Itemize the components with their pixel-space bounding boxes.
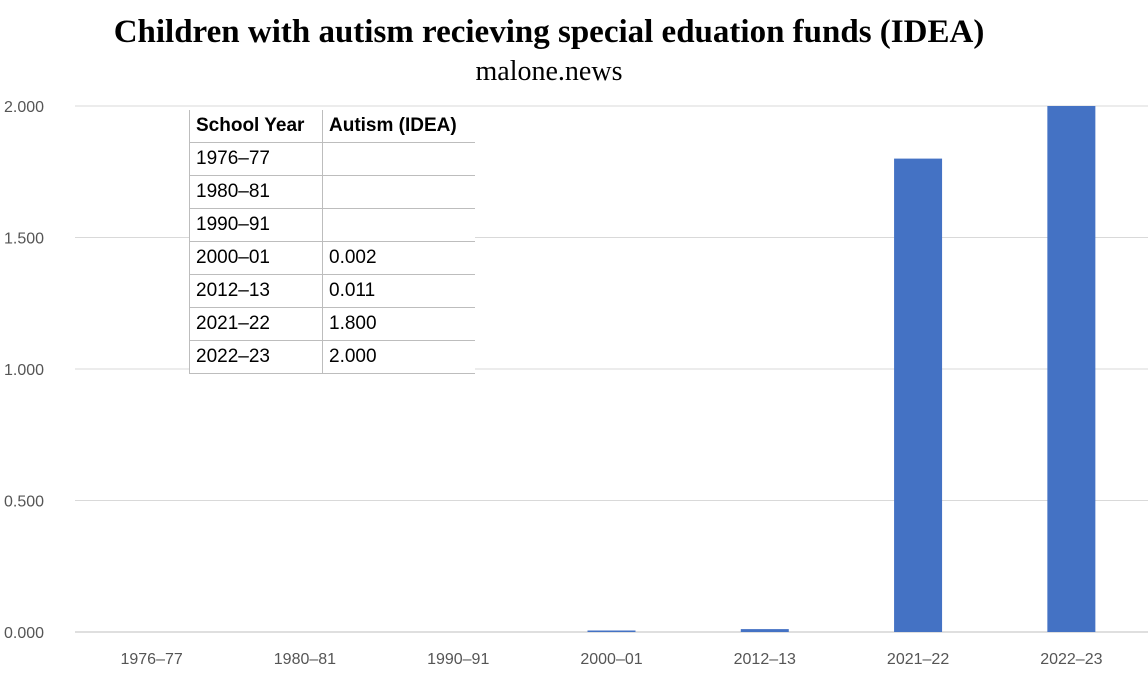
table-cell-year: 2021–22 bbox=[189, 307, 323, 341]
table-row: 1990–91 bbox=[189, 208, 475, 242]
y-tick-label: 2.000 bbox=[4, 99, 44, 116]
x-tick-label: 2012–13 bbox=[734, 651, 796, 668]
table-cell-value bbox=[322, 208, 475, 242]
x-tick-label: 1980–81 bbox=[274, 651, 336, 668]
x-tick-label: 1990–91 bbox=[427, 651, 489, 668]
bar bbox=[740, 629, 789, 632]
table-cell-value: 1.800 bbox=[322, 307, 475, 341]
table-row: 2021–22 1.800 bbox=[189, 307, 475, 341]
table-row: 2000–01 0.002 bbox=[189, 241, 475, 275]
data-table: School Year Autism (IDEA) 1976–77 1980–8… bbox=[189, 110, 475, 374]
table-cell-value: 0.011 bbox=[322, 274, 475, 308]
table-cell-value bbox=[322, 142, 475, 176]
table-cell-value: 2.000 bbox=[322, 340, 475, 374]
table-cell-year: 2022–23 bbox=[189, 340, 323, 374]
table-header-autism: Autism (IDEA) bbox=[322, 110, 475, 143]
table-header-school-year: School Year bbox=[189, 110, 323, 143]
y-tick-label: 0.500 bbox=[4, 494, 44, 511]
table-header-row: School Year Autism (IDEA) bbox=[189, 110, 475, 143]
y-tick-label: 1.000 bbox=[4, 362, 44, 379]
table-cell-year: 2012–13 bbox=[189, 274, 323, 308]
table-cell-value: 0.002 bbox=[322, 241, 475, 275]
bar bbox=[587, 630, 636, 632]
table-cell-year: 2000–01 bbox=[189, 241, 323, 275]
x-tick-label: 2000–01 bbox=[580, 651, 642, 668]
table-cell-year: 1980–81 bbox=[189, 175, 323, 209]
table-cell-value bbox=[322, 175, 475, 209]
bar bbox=[894, 158, 943, 632]
table-cell-year: 1990–91 bbox=[189, 208, 323, 242]
chart-title: Children with autism recieving special e… bbox=[113, 14, 985, 50]
x-tick-label: 2022–23 bbox=[1040, 651, 1102, 668]
bar bbox=[1047, 106, 1096, 632]
x-tick-label: 2021–22 bbox=[887, 651, 949, 668]
table-row: 1976–77 bbox=[189, 142, 475, 176]
table-cell-year: 1976–77 bbox=[189, 142, 323, 176]
table-row: 2022–23 2.000 bbox=[189, 340, 475, 374]
chart-subtitle: malone.news bbox=[475, 56, 623, 87]
table-row: 1980–81 bbox=[189, 175, 475, 209]
y-tick-label: 1.500 bbox=[4, 231, 44, 248]
y-tick-label: 0.000 bbox=[4, 625, 44, 642]
table-row: 2012–13 0.011 bbox=[189, 274, 475, 308]
x-tick-label: 1976–77 bbox=[120, 651, 182, 668]
